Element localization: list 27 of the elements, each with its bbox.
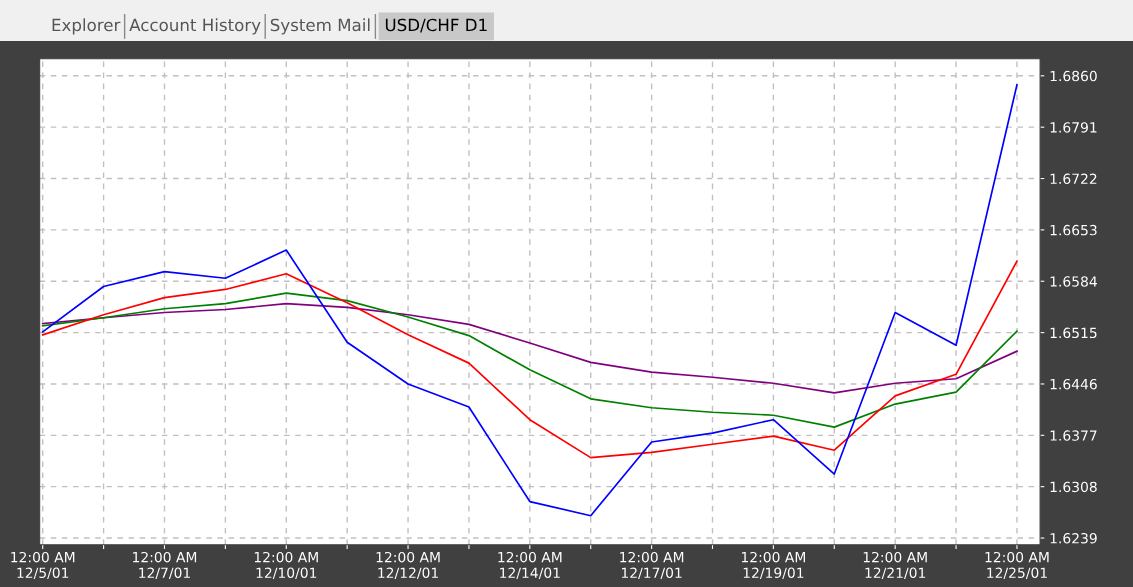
x-tick-label: 12:00 AM 12/5/01 <box>11 551 75 580</box>
y-tick-label: 1.6308 <box>1050 481 1097 493</box>
chart-title: USD/CHF D1 <box>385 18 487 33</box>
x-tick-label: 12:00 AM 12/7/01 <box>133 551 197 580</box>
x-tick-label: 12:00 AM 12/19/01 <box>741 551 805 580</box>
y-tick-label: 1.6377 <box>1050 430 1097 441</box>
y-tick-label: 1.6239 <box>1050 533 1097 544</box>
line-series <box>41 292 1018 428</box>
text: Account History <box>129 18 261 35</box>
text: System Mail <box>270 18 370 35</box>
y-tick-label: 1.6791 <box>1050 122 1097 133</box>
y-tick-label: 1.6653 <box>1050 224 1097 236</box>
y-tick-label: 1.6860 <box>1050 70 1097 82</box>
line-series <box>41 260 1018 459</box>
x-tick-label: 12:00 AM 12/21/01 <box>863 551 927 580</box>
line-series <box>41 83 1018 517</box>
x-tick-label: 12:00 AM 12/10/01 <box>254 551 318 580</box>
y-tick-label: 1.6446 <box>1050 378 1097 390</box>
x-tick-label: 12:00 AM 12/14/01 <box>498 551 562 580</box>
line-series <box>41 302 1018 394</box>
x-tick-label: 12:00 AM 12/12/01 <box>376 551 440 580</box>
y-tick-label: 1.6722 <box>1050 173 1097 185</box>
y-tick-label: 1.6584 <box>1050 276 1097 287</box>
x-tick-label: 12:00 AM 12/25/01 <box>985 551 1049 580</box>
x-tick-label: 12:00 AM 12/17/01 <box>620 551 684 580</box>
y-tick-label: 1.6515 <box>1050 327 1097 339</box>
text: Explorer <box>52 18 121 35</box>
